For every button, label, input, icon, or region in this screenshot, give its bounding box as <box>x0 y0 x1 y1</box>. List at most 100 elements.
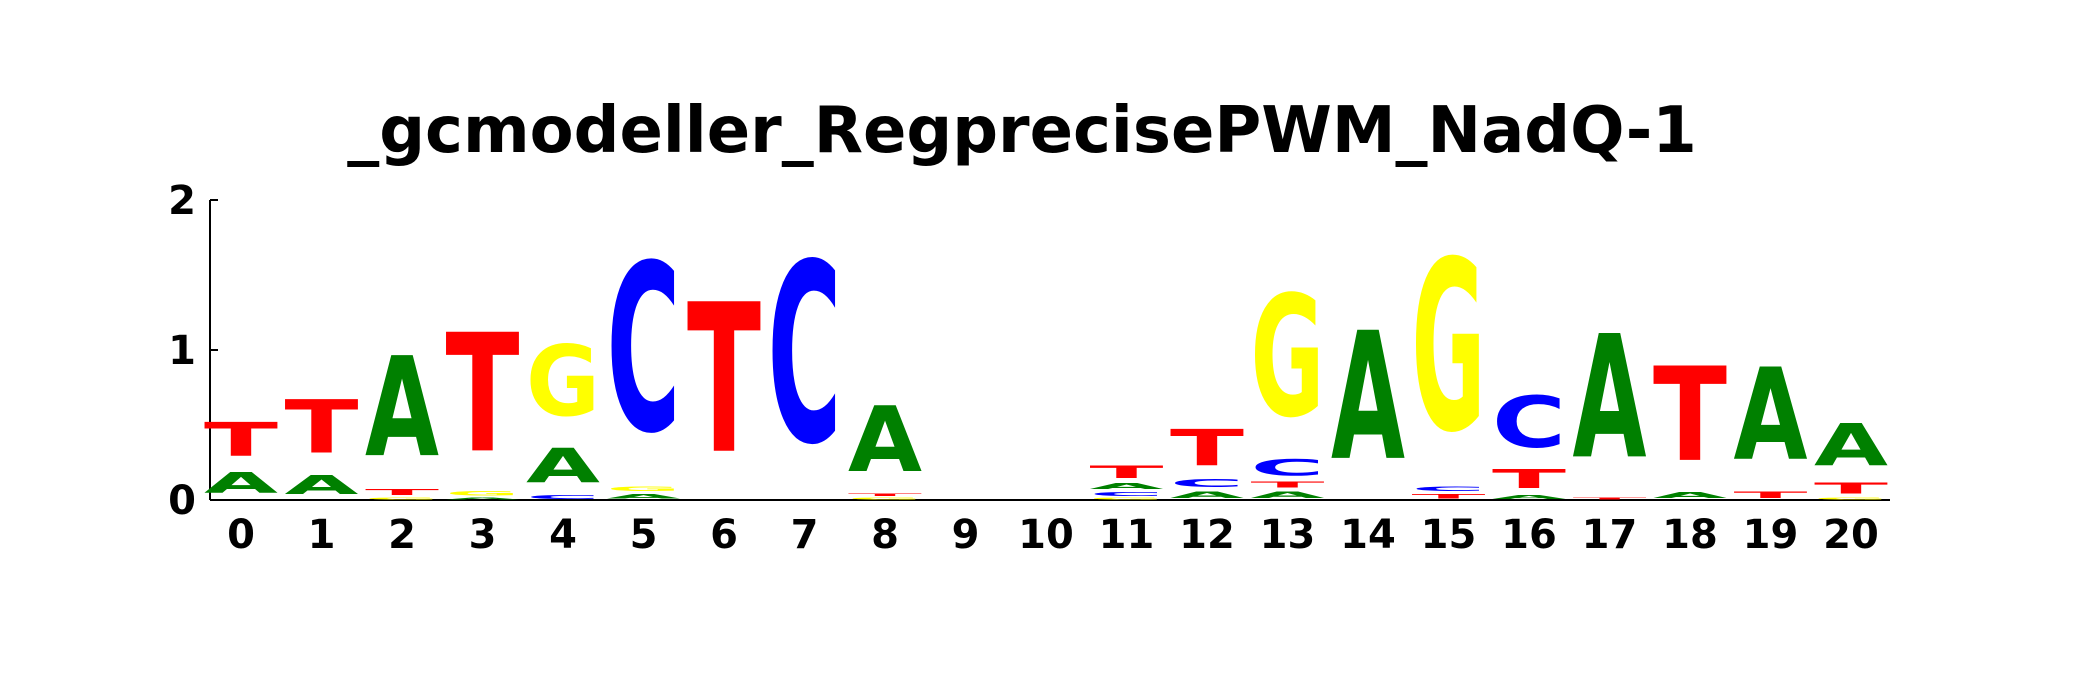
x-tick-label: 2 <box>388 512 416 558</box>
x-tick-label: 16 <box>1501 512 1557 558</box>
logo-letter-glyph: A <box>607 493 682 500</box>
logo-letter-T: T <box>1734 490 1809 500</box>
logo-letter-A: A <box>607 493 682 500</box>
logo-letter-glyph: G <box>1412 211 1486 484</box>
logo-letter-glyph: C <box>1170 477 1244 489</box>
logo-letter-C: C <box>526 494 600 500</box>
y-tick-label: 0 <box>168 478 196 524</box>
y-tick-label: 1 <box>168 328 196 374</box>
logo-letter-glyph: A <box>1573 300 1647 497</box>
logo-letter-glyph: G <box>1814 497 1888 500</box>
logo-letter-C: C <box>607 216 681 484</box>
logo-letter-glyph: C <box>607 216 681 484</box>
logo-letter-glyph: A <box>1492 494 1567 500</box>
logo-letter-glyph: T <box>687 261 761 500</box>
logo-letter-C: C <box>1412 485 1486 492</box>
logo-letter-glyph: C <box>526 494 600 500</box>
logo-letter-glyph: A <box>1653 491 1728 500</box>
x-tick-label: 1 <box>308 512 336 558</box>
x-tick-label: 9 <box>952 512 980 558</box>
logo-letter-G: G <box>446 490 520 497</box>
logo-letter-glyph: G <box>1090 497 1164 500</box>
logo-letter-C: C <box>1251 455 1325 480</box>
x-tick-label: 12 <box>1179 512 1235 558</box>
logo-letter-A: A <box>1331 296 1405 500</box>
logo-letter-T: T <box>365 488 440 497</box>
x-tick-label: 4 <box>549 512 577 558</box>
logo-letter-glyph: C <box>768 211 842 499</box>
logo-letter-glyph: A <box>285 470 359 500</box>
logo-letter-T: T <box>1090 463 1164 482</box>
x-tick-label: 10 <box>1018 512 1074 558</box>
x-tick-label: 7 <box>791 512 819 558</box>
x-tick-label: 3 <box>469 512 497 558</box>
y-tick-label: 2 <box>168 178 196 224</box>
logo-letter-A: A <box>1814 412 1888 479</box>
logo-letter-G: G <box>1090 497 1164 500</box>
logo-letter-T: T <box>285 385 359 470</box>
x-tick-label: 13 <box>1260 512 1316 558</box>
logo-letter-glyph: T <box>1412 493 1486 500</box>
logo-letter-glyph: T <box>1814 479 1888 497</box>
logo-letter-glyph: A <box>1734 343 1808 490</box>
logo-letter-glyph: T <box>1573 497 1647 500</box>
logo-letter-A: A <box>1251 490 1326 500</box>
logo-letter-glyph: A <box>1170 490 1245 500</box>
logo-letter-glyph: A <box>1090 482 1165 491</box>
logo-letter-A: A <box>1653 491 1728 500</box>
logo-letter-glyph: A <box>848 388 922 493</box>
logo-letter-A: A <box>1090 482 1165 491</box>
x-tick-label: 20 <box>1823 512 1879 558</box>
x-tick-label: 11 <box>1099 512 1155 558</box>
x-tick-label: 18 <box>1662 512 1718 558</box>
logo-letter-A: A <box>526 439 601 494</box>
logo-letter-C: C <box>1090 491 1164 497</box>
logo-letter-glyph: G <box>848 497 922 500</box>
logo-letter-A: A <box>1492 494 1567 500</box>
logo-letter-T: T <box>1170 419 1244 477</box>
logo-letter-glyph: A <box>204 467 279 500</box>
x-tick-label: 8 <box>871 512 899 558</box>
logo-letter-A: A <box>1170 490 1245 500</box>
logo-letter-A: A <box>365 327 439 487</box>
logo-letter-glyph: C <box>1090 491 1164 497</box>
logo-letter-T: T <box>1492 464 1566 494</box>
x-tick-label: 14 <box>1340 512 1396 558</box>
logo-letter-glyph: G <box>365 497 439 500</box>
logo-letter-G: G <box>526 326 600 439</box>
logo-letter-glyph: T <box>1734 490 1809 500</box>
logo-letter-glyph: T <box>1170 419 1244 477</box>
logo-letter-T: T <box>446 300 520 489</box>
logo-letter-glyph: T <box>1653 341 1727 492</box>
logo-letter-glyph: G <box>526 326 600 439</box>
x-tick-label: 5 <box>630 512 658 558</box>
logo-letter-G: G <box>1814 497 1888 500</box>
chart-title: _gcmodeller_RegprecisePWM_NadQ-1 <box>347 94 1697 168</box>
logo-letter-A: A <box>848 388 922 493</box>
logo-letter-T: T <box>1573 497 1647 500</box>
logo-letter-glyph: T <box>204 413 278 467</box>
logo-letter-T: T <box>204 413 278 467</box>
logo-letter-G: G <box>848 497 922 500</box>
logo-letter-glyph: T <box>446 300 520 489</box>
logo-letter-G: G <box>1251 261 1325 455</box>
x-tick-label: 0 <box>227 512 255 558</box>
logo-letter-T: T <box>687 261 761 500</box>
logo-letter-C: C <box>1492 381 1566 464</box>
x-tick-label: 17 <box>1582 512 1638 558</box>
logo-letter-A: A <box>285 470 359 500</box>
logo-letter-glyph: G <box>446 490 520 497</box>
logo-letter-G: G <box>1412 211 1486 484</box>
logo-letter-T: T <box>1814 479 1888 497</box>
logo-letter-glyph: A <box>365 327 439 487</box>
logo-letter-A: A <box>1734 343 1808 490</box>
logo-letter-glyph: T <box>848 493 922 497</box>
logo-letter-glyph: A <box>526 439 601 494</box>
logo-letter-glyph: C <box>1492 381 1566 464</box>
x-tick-label: 19 <box>1743 512 1799 558</box>
logo-letter-glyph: T <box>365 488 440 497</box>
logo-letter-A: A <box>1573 300 1647 497</box>
